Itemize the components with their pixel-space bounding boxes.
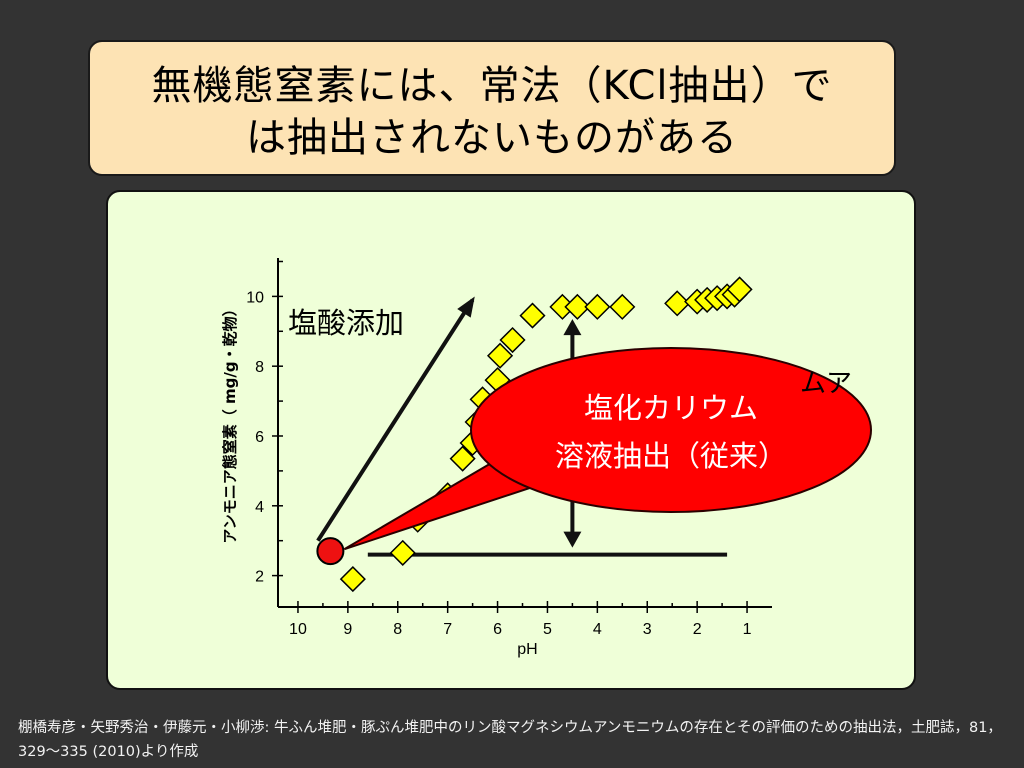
x-tick-label: 7: [443, 621, 452, 638]
x-tick-label: 4: [593, 621, 602, 638]
data-point: [664, 290, 691, 317]
y-tick-label: 10: [246, 289, 264, 306]
x-tick-label: 10: [289, 621, 307, 638]
y-tick-label: 4: [255, 499, 264, 516]
callout-line-1: 塩化カリウム: [584, 391, 758, 425]
chart-labels: ムア 塩酸添加: [288, 306, 852, 399]
data-point: [486, 342, 514, 369]
data-point: [499, 326, 526, 354]
x-tick-label: 2: [693, 621, 702, 638]
data-point: [584, 293, 611, 320]
slide-title-line-1: 無機態窒素には、常法（KCl抽出）で: [151, 63, 833, 109]
y-tick-label: 6: [255, 429, 264, 446]
x-tick-label: 3: [643, 621, 652, 638]
data-point: [389, 539, 416, 566]
title-box: 無機態窒素には、常法（KCl抽出）で は抽出されないものがある: [88, 40, 896, 176]
y-axis-title: アンモニア態窒素（ mg/g・乾物）: [221, 301, 239, 543]
range-arrow-head-top: [563, 319, 582, 336]
callout-line-2: 溶液抽出（従来）: [555, 439, 787, 473]
data-point: [726, 276, 753, 303]
chart-axes: 2 4 6 8 10 10 9 8 7 6 5 4 3 2 1 pH アンモニア態窒素（ mg/g・乾物）: [221, 258, 772, 658]
callout-seam: [508, 449, 567, 475]
x-tick-label: 8: [393, 621, 402, 638]
callout-bubble: [470, 347, 872, 513]
trend-arrow-head: [457, 296, 475, 318]
x-tick-label: 6: [493, 621, 502, 638]
slide-title-line-2: は抽出されないものがある: [246, 115, 738, 161]
y-tick-label: 2: [255, 569, 264, 586]
data-point: [339, 566, 366, 593]
reference-dot: [316, 537, 345, 566]
x-tick-label: 1: [743, 621, 752, 638]
data-point: [449, 445, 476, 472]
data-point: [519, 302, 546, 329]
data-point: [564, 293, 591, 320]
trend-arrow-line: [316, 298, 475, 542]
acid-label: 塩酸添加: [288, 306, 404, 340]
y-tick-label: 8: [255, 359, 264, 376]
slide-title: 無機態窒素には、常法（KCl抽出）で は抽出されないものがある: [90, 60, 894, 164]
partial-label: ムア: [800, 369, 852, 399]
range-arrow-head-bottom: [563, 531, 582, 548]
data-point: [609, 293, 636, 320]
source-citation: 棚橋寿彦・矢野秀治・伊藤元・小柳渉: 牛ふん堆肥・豚ぷん堆肥中のリン酸マグネシウ…: [18, 720, 1002, 760]
x-tick-label: 5: [543, 621, 552, 638]
x-axis-title: pH: [517, 641, 537, 658]
x-tick-label: 9: [343, 621, 352, 638]
